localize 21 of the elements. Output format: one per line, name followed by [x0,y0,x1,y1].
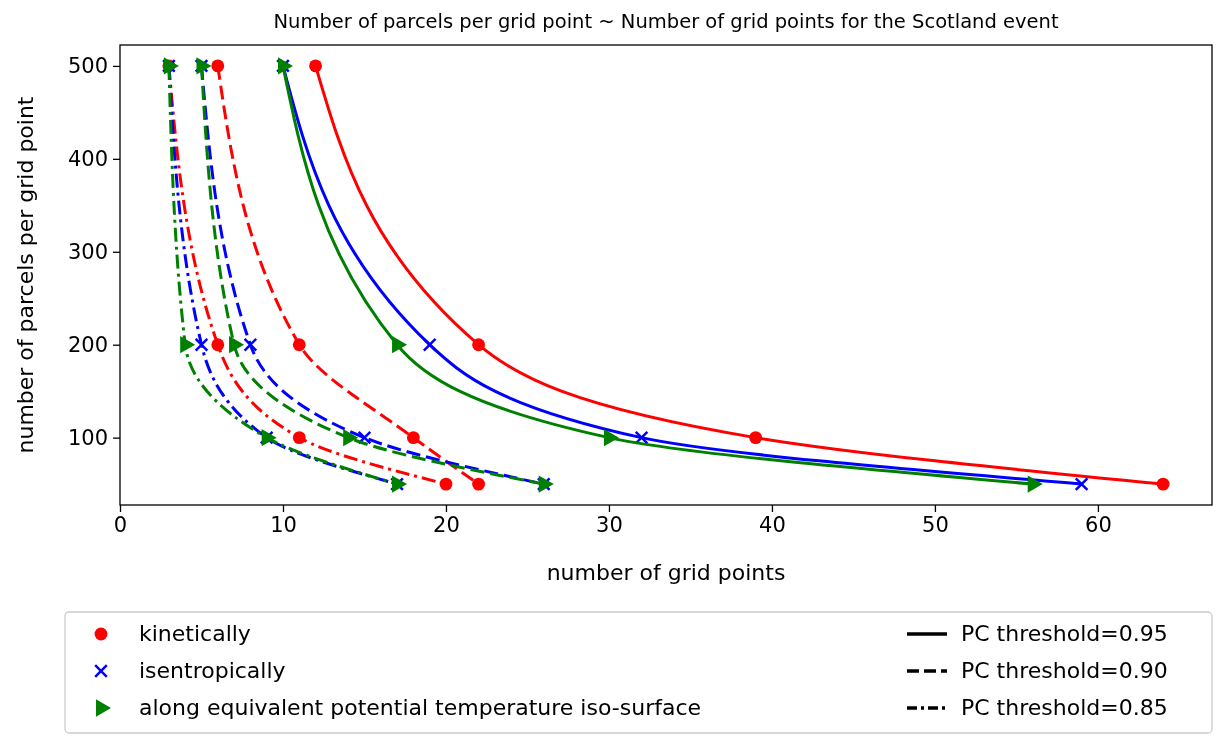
y-tick-label: 200 [67,332,108,357]
y-tick-label: 500 [67,54,108,79]
y-tick-label: 400 [67,147,108,172]
y-tick-label: 100 [67,425,108,450]
x-axis-title: number of grid points [546,560,786,585]
y-axis-title: number of parcels per grid point [13,96,38,454]
x-tick-label: 30 [596,512,623,537]
x-tick-label: 50 [922,512,949,537]
legend-label: along equivalent potential temperature iso-surface [139,695,702,720]
chart-title: Number of parcels per grid point ~ Number of grid points for the Scotland event [273,10,1059,33]
legend-label: PC threshold=0.90 [961,658,1168,683]
x-tick-label: 60 [1085,512,1112,537]
x-tick-label: 0 [113,512,128,537]
legend-label: kinetically [139,621,251,646]
legend-label: PC threshold=0.95 [961,621,1168,646]
x-tick-label: 40 [759,512,786,537]
legend-label: isentropically [139,658,286,683]
x-tick-label: 10 [270,512,297,537]
legend-label: PC threshold=0.85 [961,695,1168,720]
y-tick-label: 300 [67,239,108,264]
x-tick-label: 20 [433,512,460,537]
